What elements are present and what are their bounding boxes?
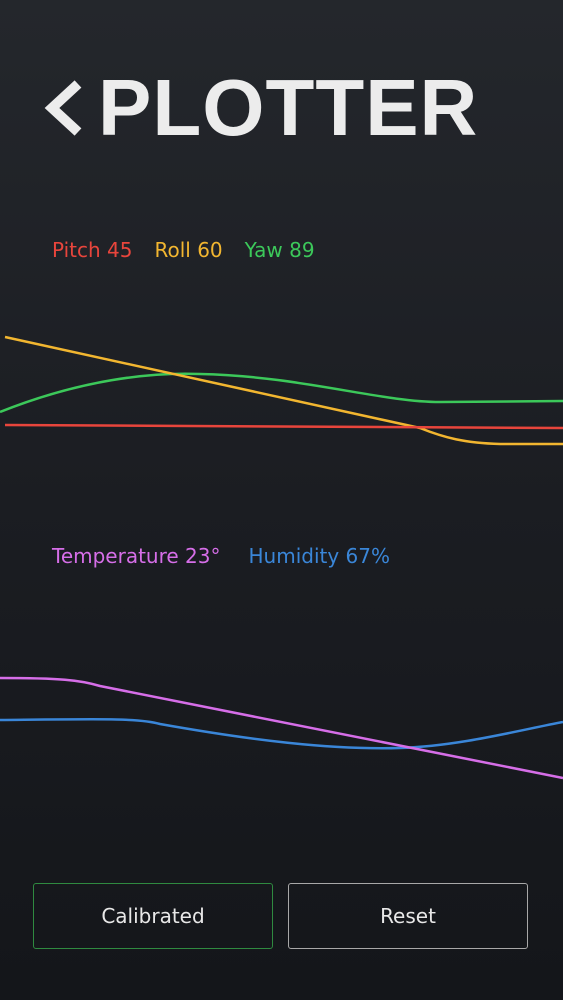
roll-curve bbox=[4, 335, 563, 446]
pitch-curve bbox=[4, 423, 563, 430]
reset-button[interactable]: Reset bbox=[288, 883, 528, 949]
legend-item: Temperature 23° bbox=[52, 544, 221, 568]
legend-item: Pitch 45 bbox=[52, 238, 133, 262]
back-button[interactable] bbox=[44, 78, 90, 138]
page-title: PLOTTER bbox=[98, 63, 479, 152]
button-label: Calibrated bbox=[101, 904, 205, 928]
yaw-curve bbox=[0, 372, 563, 414]
legend-item: Yaw 89 bbox=[244, 238, 315, 262]
climate-legend: Temperature 23° Humidity 67% bbox=[52, 544, 390, 568]
humidity-curve bbox=[0, 717, 563, 750]
legend-item: Roll 60 bbox=[154, 238, 223, 262]
button-label: Reset bbox=[380, 904, 436, 928]
back-chevron bbox=[44, 80, 82, 136]
motion-legend: Pitch 45 Roll 60 Yaw 89 bbox=[52, 238, 315, 262]
header: PLOTTER bbox=[44, 63, 478, 152]
legend-item: Humidity 67% bbox=[248, 544, 391, 568]
calibrated-button[interactable]: Calibrated bbox=[33, 883, 273, 949]
temperature-curve bbox=[0, 676, 563, 780]
